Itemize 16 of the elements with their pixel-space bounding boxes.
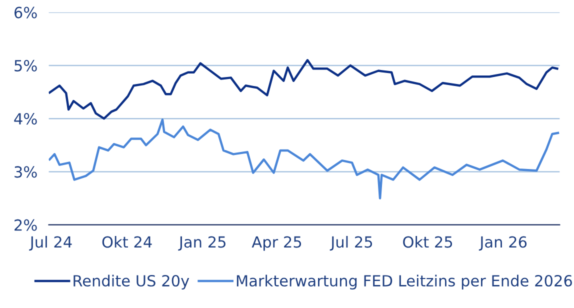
y-tick-label: 5%	[14, 60, 37, 72]
y-tick-label: 6%	[14, 6, 37, 18]
legend-label: Markterwartung FED Leitzins per Ende 2026	[236, 274, 572, 290]
x-tick-label: Jul 24	[29, 236, 72, 251]
y-tick-label: 3%	[14, 166, 37, 178]
y-tick-label: 4%	[14, 113, 37, 125]
x-tick-label: Okt 25	[403, 236, 452, 248]
x-tick-label: Jul 25	[330, 236, 372, 251]
x-tick-label: Jan 26	[478, 236, 527, 251]
x-tick-label: Apr 25	[252, 236, 302, 251]
x-tick-label: Okt 24	[102, 236, 152, 248]
x-tick-label: Jan 25	[178, 236, 226, 251]
line-series	[48, 118, 560, 200]
legend-label: Rendite US 20y	[74, 274, 190, 290]
y-tick-label: 2%	[14, 219, 37, 231]
line-series	[48, 59, 558, 120]
